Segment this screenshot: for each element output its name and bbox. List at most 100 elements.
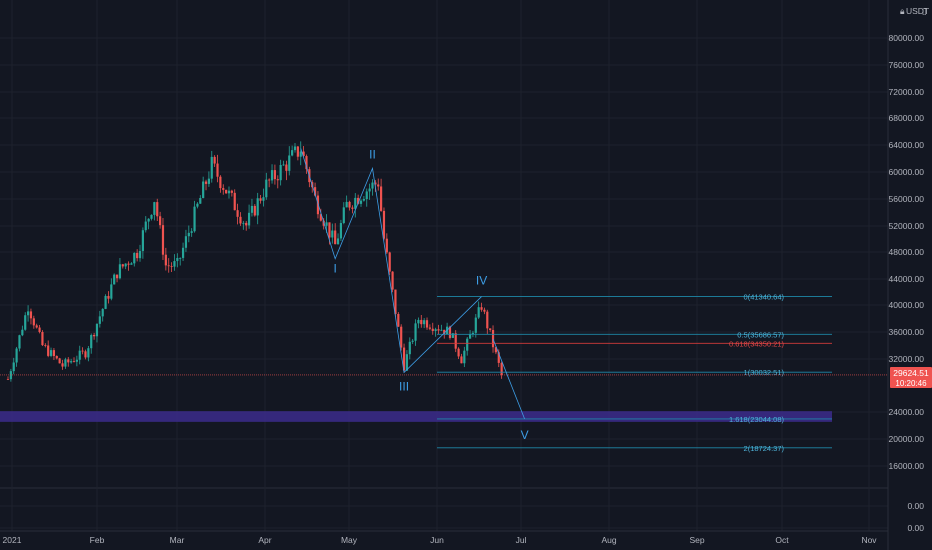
candle-body [423,320,426,325]
candle-body [67,359,70,363]
fib-level[interactable]: 0.618(34350.21) [437,339,832,348]
candle-body [90,334,93,349]
price-tick-label: 80000.00 [889,33,925,43]
candle-body [213,156,216,164]
candle-body [32,318,35,326]
candle-body [377,184,380,187]
candle-body [319,214,322,221]
candle-body [336,238,340,245]
candle-body [268,179,271,181]
candle-body [173,261,176,267]
fib-level[interactable]: 0.5(35686.57) [437,330,832,339]
candle-body [242,222,245,224]
candle-body [273,170,277,180]
elliott-wave-path[interactable] [300,148,482,374]
wave-label: II [369,147,376,161]
candle-body [339,223,343,239]
candle-body [425,320,429,328]
time-tick-label: Aug [601,535,616,545]
candle-body [253,205,256,216]
candle-body [448,326,452,338]
candle-body [35,325,38,328]
fib-level[interactable]: 0(41340.64) [437,293,832,302]
candle-body [26,311,30,316]
candle-body [394,289,397,315]
candle-body [101,308,104,317]
candle-body [431,328,434,331]
wave-v-projection[interactable] [492,338,525,420]
candle-body [55,355,58,359]
fib-label: 2(18724.37) [744,444,785,453]
candle-body [193,206,196,232]
candle-body [256,198,259,216]
price-tick-label: 72000.00 [889,87,925,97]
candle-body [190,231,193,233]
candle-body [70,361,73,363]
candle-body [75,359,78,362]
candle-body [95,323,99,337]
candle-body [216,163,219,177]
candle-body [299,151,302,157]
fib-level[interactable]: 1.618(23044.08) [437,415,832,424]
currency-selector[interactable]: 🔒︎ USDT ▯ [900,6,929,16]
time-tick-label: Oct [775,535,789,545]
fib-label: 0.5(35686.57) [737,330,784,339]
candle-body [187,232,190,237]
candle-body [176,257,179,262]
candle-body [500,362,503,375]
candle-body [161,225,165,255]
fib-label: 0.618(34350.21) [729,339,785,348]
fib-level[interactable]: 1(30032.51) [437,368,832,377]
candle-body [81,350,84,352]
candle-body [18,335,21,349]
candle-body [98,316,101,324]
candle-body [408,341,411,355]
price-tick-label: 32000.00 [889,354,925,364]
price-tick-label: 48000.00 [889,247,925,257]
candle-body [302,151,305,157]
wave-label: I [334,262,337,276]
price-tick-label: 36000.00 [889,327,925,337]
time-tick-label: Nov [861,535,877,545]
candle-body [357,197,360,204]
candle-body [87,348,90,358]
candle-body [359,200,363,204]
candle-body [84,351,87,358]
fib-levels[interactable]: 0(41340.64) 0.5(35686.57)0.618(34350.21) 1… [437,293,832,453]
time-tick-label: Jun [430,535,444,545]
candle-body [121,264,124,267]
last-price-badge: 29624.51 10:20:46 [890,367,932,388]
candle-body [130,263,133,265]
candle-body [230,190,233,193]
candle-body [402,347,406,371]
candle-body [417,319,420,324]
fib-level[interactable]: 2(18724.37) [437,444,832,453]
candle-body [428,327,431,329]
candle-body [210,156,213,179]
lock-icon: 🔒︎ [900,6,905,16]
support-zone [0,411,832,422]
candle-body [334,230,337,245]
candle-body [199,197,202,204]
candle-body [371,182,374,189]
candle-body [227,190,231,194]
candle-body [144,221,147,231]
candle-body [285,164,288,171]
candle-body [207,178,210,184]
candle-body [437,329,440,331]
candle-body [147,218,150,222]
time-axis[interactable]: 2021 Feb Mar Apr May Jun Jul Aug Sep Oct Nov [3,535,878,545]
candle-body [454,333,457,349]
candle-body [270,170,274,181]
candle-body [150,214,153,219]
candle-body [305,156,308,170]
time-tick-label: Feb [90,535,105,545]
candle-body [440,329,443,331]
candle-body [24,315,27,330]
currency-label[interactable]: USDT [906,6,929,16]
candle-body [463,350,466,364]
candle-body [480,307,483,310]
candle-body [15,348,18,363]
price-axis[interactable]: 80000.00 76000.00 72000.00 68000.00 64000.00… [889,33,925,533]
